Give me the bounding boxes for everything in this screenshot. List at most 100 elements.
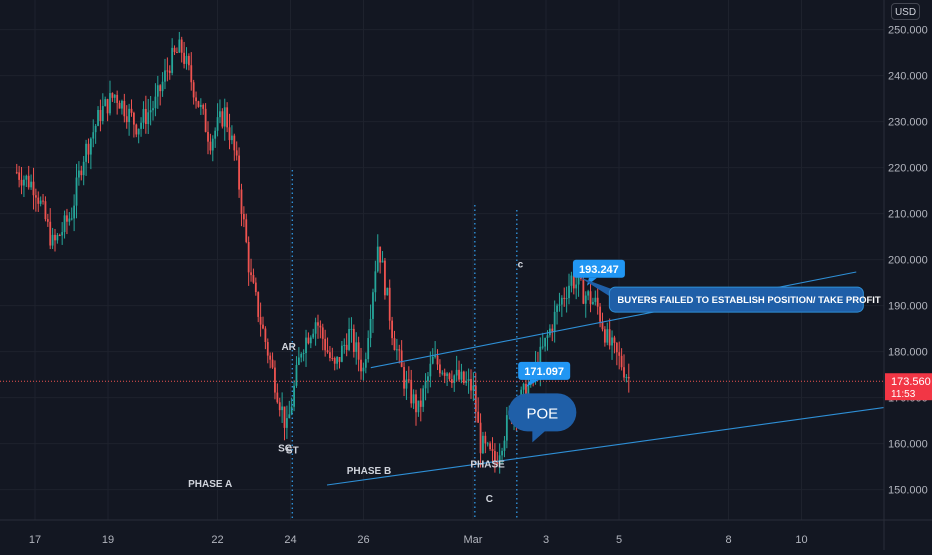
chart-annotation[interactable]: C bbox=[486, 494, 493, 505]
candle-body bbox=[625, 376, 628, 378]
candle-body bbox=[551, 328, 554, 332]
candle-body bbox=[278, 402, 281, 411]
candle-body bbox=[161, 81, 164, 92]
chart-annotation[interactable]: PHASE bbox=[470, 460, 505, 471]
candle-body bbox=[379, 246, 382, 263]
candle-body bbox=[453, 375, 456, 384]
candle-body bbox=[446, 373, 448, 376]
candle-body bbox=[364, 359, 367, 368]
chart-annotation[interactable]: PHASE A bbox=[188, 479, 232, 490]
candle-body bbox=[419, 400, 422, 407]
price-callout[interactable] bbox=[572, 259, 625, 278]
candle-body bbox=[89, 138, 92, 155]
callout-pointer bbox=[526, 379, 540, 387]
candle-body bbox=[582, 278, 585, 304]
candle-body bbox=[345, 344, 348, 350]
price-axis[interactable] bbox=[884, 0, 932, 550]
candle-body bbox=[376, 246, 379, 272]
candle-body bbox=[314, 322, 317, 334]
candle-body bbox=[381, 260, 384, 263]
candle-body bbox=[130, 108, 133, 113]
candle-body bbox=[257, 292, 260, 317]
poe-callout[interactable] bbox=[508, 393, 577, 432]
time-axis[interactable] bbox=[0, 520, 932, 550]
candle-body bbox=[25, 175, 28, 180]
candle-body bbox=[142, 108, 145, 123]
current-price-timer: 11:53 bbox=[891, 389, 916, 400]
candle-body bbox=[242, 213, 245, 220]
candle-body bbox=[324, 338, 327, 351]
candle-body bbox=[63, 215, 66, 233]
candle-body bbox=[407, 379, 410, 381]
candle-body bbox=[556, 305, 558, 312]
price-tick-label: 190.000 bbox=[888, 301, 928, 313]
candle-body bbox=[388, 287, 391, 321]
candle-body bbox=[321, 327, 324, 339]
candle-body bbox=[498, 455, 501, 464]
candle-body bbox=[20, 179, 23, 186]
text-callout[interactable] bbox=[608, 286, 864, 313]
candle-body bbox=[417, 400, 420, 413]
candle-body bbox=[259, 316, 262, 325]
candle-body bbox=[144, 108, 147, 125]
time-tick-label: 5 bbox=[616, 534, 622, 546]
chart-annotation[interactable]: c bbox=[518, 259, 524, 270]
candle-body bbox=[486, 443, 489, 445]
chart-annotation[interactable]: PHASE B bbox=[347, 466, 391, 477]
candle-body bbox=[44, 201, 47, 220]
candle-body bbox=[197, 101, 200, 107]
candle-body bbox=[467, 378, 470, 381]
price-callout[interactable] bbox=[518, 361, 571, 380]
currency-badge[interactable]: USD bbox=[891, 3, 920, 20]
time-tick-label: 8 bbox=[725, 534, 731, 546]
candle-body bbox=[357, 342, 360, 360]
candle-body bbox=[27, 175, 30, 188]
chart-annotation[interactable]: AR bbox=[281, 342, 296, 353]
candle-body bbox=[66, 215, 68, 222]
candle-body bbox=[152, 108, 154, 111]
candle-body bbox=[274, 367, 276, 393]
candle-body bbox=[352, 328, 355, 352]
candle-body bbox=[384, 260, 386, 296]
candle-body bbox=[575, 284, 578, 289]
candle-body bbox=[32, 181, 35, 196]
chart-annotation[interactable]: SC bbox=[278, 443, 292, 454]
candle-body bbox=[113, 94, 116, 98]
candle-body bbox=[128, 108, 131, 123]
candle-body bbox=[235, 150, 238, 156]
candle-body bbox=[477, 411, 480, 423]
candle-body bbox=[350, 328, 353, 330]
candle-body bbox=[262, 324, 264, 329]
candle-body bbox=[101, 106, 104, 122]
chart-annotation[interactable]: ST bbox=[286, 446, 299, 457]
candle-body bbox=[584, 295, 587, 304]
candle-body bbox=[386, 287, 389, 296]
price-tick-label: 230.000 bbox=[888, 117, 928, 129]
price-tick-label: 160.000 bbox=[888, 439, 928, 451]
candle-body bbox=[329, 352, 331, 358]
candle-body bbox=[80, 170, 83, 176]
candle-body bbox=[238, 155, 240, 190]
channel-lower-line[interactable] bbox=[326, 382, 932, 486]
candle-body bbox=[482, 435, 484, 454]
candle-body bbox=[211, 138, 214, 151]
candle-body bbox=[374, 271, 377, 293]
candle-body bbox=[489, 443, 492, 450]
candle-body bbox=[276, 392, 279, 403]
candle-body bbox=[219, 111, 221, 118]
candle-body bbox=[75, 177, 78, 206]
candle-body bbox=[149, 110, 152, 113]
candle-body bbox=[290, 406, 293, 415]
candle-body bbox=[154, 96, 157, 109]
candle-body bbox=[503, 440, 506, 451]
candle-body bbox=[431, 356, 434, 364]
candle-body bbox=[570, 275, 573, 286]
candle-body bbox=[252, 275, 255, 283]
candle-body bbox=[214, 130, 217, 139]
candle-body bbox=[216, 117, 219, 131]
candle-body bbox=[565, 298, 568, 300]
candle-body bbox=[474, 385, 477, 412]
candle-body bbox=[30, 181, 32, 188]
